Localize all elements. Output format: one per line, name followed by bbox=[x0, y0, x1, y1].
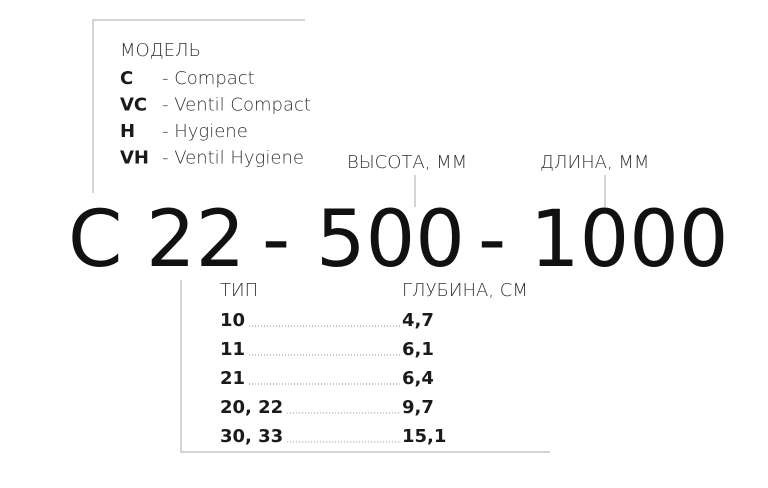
type-bracket bbox=[180, 280, 550, 453]
depth-value: 6,4 bbox=[402, 368, 434, 389]
depth-value: 15,1 bbox=[402, 426, 446, 447]
type-code: 20, 22 bbox=[220, 397, 283, 418]
type-code: 21 bbox=[220, 368, 245, 389]
model-code: H bbox=[120, 121, 135, 142]
model-code: VH bbox=[120, 148, 149, 169]
depth-value: 6,1 bbox=[402, 339, 434, 360]
model-name: - Hygiene bbox=[162, 121, 248, 142]
model-bracket bbox=[92, 19, 305, 193]
model-name: - Compact bbox=[162, 68, 255, 89]
depth-value: 4,7 bbox=[402, 310, 434, 331]
code-part: C bbox=[68, 195, 122, 285]
type-header: ТИП bbox=[220, 280, 258, 301]
model-code: C bbox=[120, 68, 133, 89]
model-title: МОДЕЛЬ bbox=[120, 40, 201, 61]
height-label: ВЫСОТА, ММ bbox=[347, 152, 467, 173]
length-label: ДЛИНА, ММ bbox=[540, 152, 649, 173]
model-name: - Ventil Compact bbox=[162, 95, 311, 116]
depth-value: 9,7 bbox=[402, 397, 434, 418]
type-code: 10 bbox=[220, 310, 245, 331]
type-code: 11 bbox=[220, 339, 245, 360]
depth-header: ГЛУБИНА, СМ bbox=[402, 280, 528, 301]
code-part: 1000 bbox=[530, 195, 729, 285]
model-code: VC bbox=[120, 95, 147, 116]
code-part: - bbox=[478, 195, 506, 285]
type-code: 30, 33 bbox=[220, 426, 283, 447]
model-name: - Ventil Hygiene bbox=[162, 148, 304, 169]
code-part: - bbox=[262, 195, 290, 285]
code-part: 500 bbox=[316, 195, 465, 285]
code-part: 22 bbox=[146, 195, 245, 285]
